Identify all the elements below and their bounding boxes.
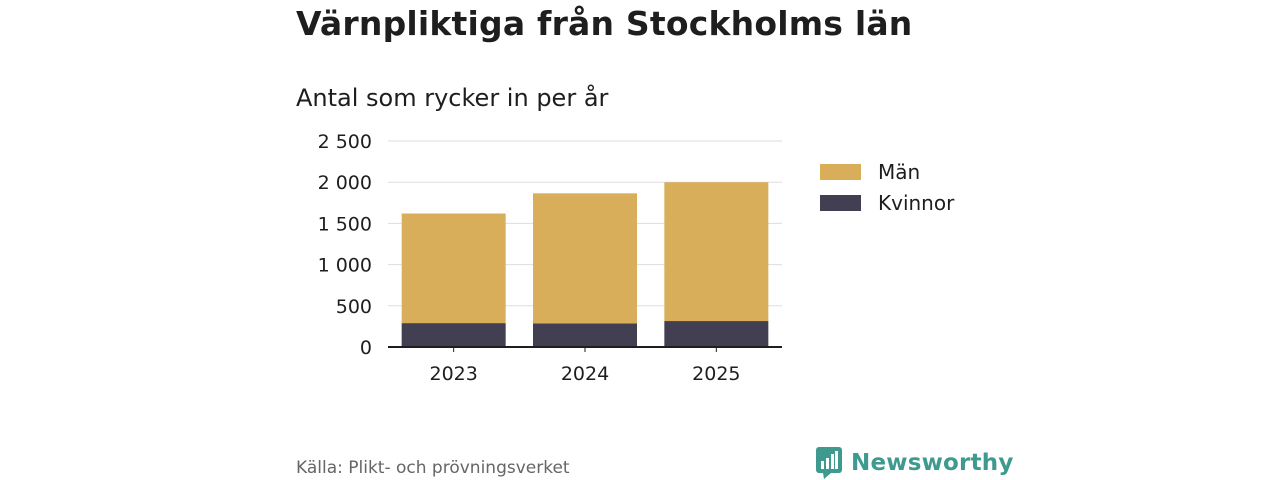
y-tick-label: 1 000: [318, 255, 372, 277]
y-tick-label: 500: [336, 296, 372, 318]
x-axis-ticks: 2023 2024 2025: [388, 346, 782, 385]
bar-kvinnor-2023: [401, 323, 506, 347]
bar-män-2024: [533, 193, 637, 324]
legend-swatch: [820, 195, 861, 211]
chart-subtitle: Antal som rycker in per år: [296, 84, 609, 112]
bar-kvinnor-2025: [664, 321, 769, 347]
bars: [401, 182, 769, 347]
y-tick-label: 0: [360, 337, 372, 359]
newsworthy-logo-icon: [816, 447, 842, 479]
legend-label: Män: [878, 160, 920, 184]
y-tick-label: 1 500: [318, 213, 372, 235]
legend-label: Kvinnor: [878, 191, 955, 215]
legend-swatch: [820, 164, 861, 180]
bar-män-2023: [401, 213, 506, 324]
bar-kvinnor-2024: [533, 323, 637, 347]
chart-title: Värnpliktiga från Stockholms län: [296, 4, 913, 43]
bar-män-2025: [664, 182, 769, 322]
brand-name: Newsworthy: [851, 450, 1014, 476]
brand-logo[interactable]: Newsworthy: [815, 446, 1014, 480]
x-tick-label: 2024: [561, 363, 609, 385]
y-axis-ticks: 0 500 1 000 1 500 2 000 2 500: [318, 131, 372, 359]
x-tick-label: 2025: [692, 363, 740, 385]
y-tick-label: 2 500: [318, 131, 372, 153]
x-tick-label: 2023: [429, 363, 477, 385]
legend: Män Kvinnor: [820, 160, 955, 215]
y-tick-label: 2 000: [318, 172, 372, 194]
source-note: Källa: Plikt- och prövningsverket: [296, 458, 570, 478]
